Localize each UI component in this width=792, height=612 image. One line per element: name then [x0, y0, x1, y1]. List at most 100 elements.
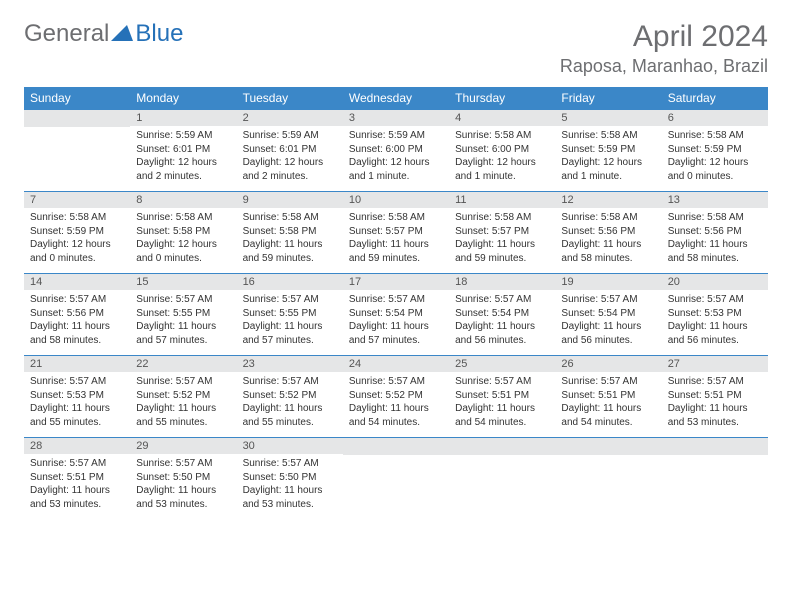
daylight-text: Daylight: 11 hours and 54 minutes.	[561, 402, 655, 429]
day-number: 14	[24, 274, 130, 290]
day-number: 29	[130, 438, 236, 454]
calendar-day-cell: 9Sunrise: 5:58 AMSunset: 5:58 PMDaylight…	[237, 192, 343, 274]
sunrise-text: Sunrise: 5:58 AM	[30, 211, 124, 225]
page-header: General Blue April 2024 Raposa, Maranhao…	[24, 20, 768, 77]
daylight-text: Daylight: 11 hours and 57 minutes.	[349, 320, 443, 347]
daylight-text: Daylight: 11 hours and 59 minutes.	[349, 238, 443, 265]
day-content: Sunrise: 5:59 AMSunset: 6:01 PMDaylight:…	[237, 126, 343, 191]
calendar-day-cell	[24, 110, 130, 192]
sunrise-text: Sunrise: 5:57 AM	[455, 293, 549, 307]
day-content: Sunrise: 5:57 AMSunset: 5:51 PMDaylight:…	[555, 372, 661, 437]
calendar-day-cell: 27Sunrise: 5:57 AMSunset: 5:51 PMDayligh…	[662, 356, 768, 438]
logo: General Blue	[24, 20, 183, 48]
daylight-text: Daylight: 11 hours and 58 minutes.	[30, 320, 124, 347]
day-content-empty	[662, 455, 768, 517]
calendar-day-cell: 8Sunrise: 5:58 AMSunset: 5:58 PMDaylight…	[130, 192, 236, 274]
location-label: Raposa, Maranhao, Brazil	[560, 56, 768, 77]
calendar-table: SundayMondayTuesdayWednesdayThursdayFrid…	[24, 87, 768, 519]
day-number: 23	[237, 356, 343, 372]
day-number-blank	[24, 110, 130, 127]
calendar-day-cell: 29Sunrise: 5:57 AMSunset: 5:50 PMDayligh…	[130, 438, 236, 520]
day-content: Sunrise: 5:58 AMSunset: 5:59 PMDaylight:…	[24, 208, 130, 273]
day-number: 22	[130, 356, 236, 372]
day-content: Sunrise: 5:58 AMSunset: 5:57 PMDaylight:…	[449, 208, 555, 273]
day-number: 28	[24, 438, 130, 454]
sunset-text: Sunset: 6:00 PM	[455, 143, 549, 157]
day-content-empty	[343, 455, 449, 517]
day-content-empty	[24, 127, 130, 189]
sunrise-text: Sunrise: 5:57 AM	[349, 293, 443, 307]
daylight-text: Daylight: 11 hours and 59 minutes.	[243, 238, 337, 265]
day-number: 17	[343, 274, 449, 290]
day-content: Sunrise: 5:57 AMSunset: 5:52 PMDaylight:…	[343, 372, 449, 437]
day-number: 5	[555, 110, 661, 126]
calendar-day-cell: 2Sunrise: 5:59 AMSunset: 6:01 PMDaylight…	[237, 110, 343, 192]
daylight-text: Daylight: 12 hours and 2 minutes.	[136, 156, 230, 183]
calendar-day-cell: 22Sunrise: 5:57 AMSunset: 5:52 PMDayligh…	[130, 356, 236, 438]
sunrise-text: Sunrise: 5:57 AM	[243, 375, 337, 389]
sunset-text: Sunset: 6:01 PM	[136, 143, 230, 157]
calendar-day-cell: 11Sunrise: 5:58 AMSunset: 5:57 PMDayligh…	[449, 192, 555, 274]
weekday-header: Saturday	[662, 87, 768, 110]
calendar-week-row: 14Sunrise: 5:57 AMSunset: 5:56 PMDayligh…	[24, 274, 768, 356]
calendar-week-row: 21Sunrise: 5:57 AMSunset: 5:53 PMDayligh…	[24, 356, 768, 438]
weekday-header: Thursday	[449, 87, 555, 110]
sunset-text: Sunset: 5:57 PM	[455, 225, 549, 239]
day-content: Sunrise: 5:58 AMSunset: 5:56 PMDaylight:…	[662, 208, 768, 273]
day-number: 24	[343, 356, 449, 372]
weekday-header: Wednesday	[343, 87, 449, 110]
day-number: 20	[662, 274, 768, 290]
calendar-day-cell: 1Sunrise: 5:59 AMSunset: 6:01 PMDaylight…	[130, 110, 236, 192]
day-number: 4	[449, 110, 555, 126]
day-number: 12	[555, 192, 661, 208]
day-number: 25	[449, 356, 555, 372]
calendar-day-cell: 19Sunrise: 5:57 AMSunset: 5:54 PMDayligh…	[555, 274, 661, 356]
daylight-text: Daylight: 12 hours and 2 minutes.	[243, 156, 337, 183]
sunrise-text: Sunrise: 5:57 AM	[668, 293, 762, 307]
day-number: 13	[662, 192, 768, 208]
day-content-empty	[449, 455, 555, 517]
sunrise-text: Sunrise: 5:58 AM	[561, 129, 655, 143]
calendar-day-cell: 26Sunrise: 5:57 AMSunset: 5:51 PMDayligh…	[555, 356, 661, 438]
calendar-day-cell: 21Sunrise: 5:57 AMSunset: 5:53 PMDayligh…	[24, 356, 130, 438]
day-number: 11	[449, 192, 555, 208]
calendar-day-cell: 14Sunrise: 5:57 AMSunset: 5:56 PMDayligh…	[24, 274, 130, 356]
sunset-text: Sunset: 5:54 PM	[349, 307, 443, 321]
sunrise-text: Sunrise: 5:57 AM	[30, 375, 124, 389]
calendar-day-cell	[449, 438, 555, 520]
day-content: Sunrise: 5:59 AMSunset: 6:01 PMDaylight:…	[130, 126, 236, 191]
logo-text-blue: Blue	[135, 20, 183, 48]
daylight-text: Daylight: 11 hours and 53 minutes.	[243, 484, 337, 511]
daylight-text: Daylight: 11 hours and 57 minutes.	[136, 320, 230, 347]
sunset-text: Sunset: 5:59 PM	[30, 225, 124, 239]
day-number: 1	[130, 110, 236, 126]
day-content: Sunrise: 5:58 AMSunset: 5:58 PMDaylight:…	[130, 208, 236, 273]
day-content: Sunrise: 5:58 AMSunset: 5:56 PMDaylight:…	[555, 208, 661, 273]
sunset-text: Sunset: 5:52 PM	[349, 389, 443, 403]
sunset-text: Sunset: 6:01 PM	[243, 143, 337, 157]
daylight-text: Daylight: 11 hours and 53 minutes.	[136, 484, 230, 511]
sunset-text: Sunset: 5:52 PM	[136, 389, 230, 403]
sunrise-text: Sunrise: 5:58 AM	[561, 211, 655, 225]
sunset-text: Sunset: 5:58 PM	[136, 225, 230, 239]
daylight-text: Daylight: 11 hours and 56 minutes.	[561, 320, 655, 347]
calendar-day-cell: 28Sunrise: 5:57 AMSunset: 5:51 PMDayligh…	[24, 438, 130, 520]
calendar-day-cell	[662, 438, 768, 520]
calendar-day-cell: 6Sunrise: 5:58 AMSunset: 5:59 PMDaylight…	[662, 110, 768, 192]
sunrise-text: Sunrise: 5:57 AM	[561, 293, 655, 307]
weekday-header: Friday	[555, 87, 661, 110]
daylight-text: Daylight: 11 hours and 54 minutes.	[455, 402, 549, 429]
calendar-day-cell: 3Sunrise: 5:59 AMSunset: 6:00 PMDaylight…	[343, 110, 449, 192]
sunrise-text: Sunrise: 5:57 AM	[136, 375, 230, 389]
sunset-text: Sunset: 5:53 PM	[30, 389, 124, 403]
day-number: 15	[130, 274, 236, 290]
daylight-text: Daylight: 12 hours and 1 minute.	[561, 156, 655, 183]
day-content-empty	[555, 455, 661, 517]
sunrise-text: Sunrise: 5:58 AM	[668, 129, 762, 143]
sunrise-text: Sunrise: 5:58 AM	[668, 211, 762, 225]
day-content: Sunrise: 5:57 AMSunset: 5:51 PMDaylight:…	[449, 372, 555, 437]
calendar-day-cell: 24Sunrise: 5:57 AMSunset: 5:52 PMDayligh…	[343, 356, 449, 438]
day-number: 7	[24, 192, 130, 208]
day-number: 10	[343, 192, 449, 208]
day-content: Sunrise: 5:57 AMSunset: 5:54 PMDaylight:…	[449, 290, 555, 355]
